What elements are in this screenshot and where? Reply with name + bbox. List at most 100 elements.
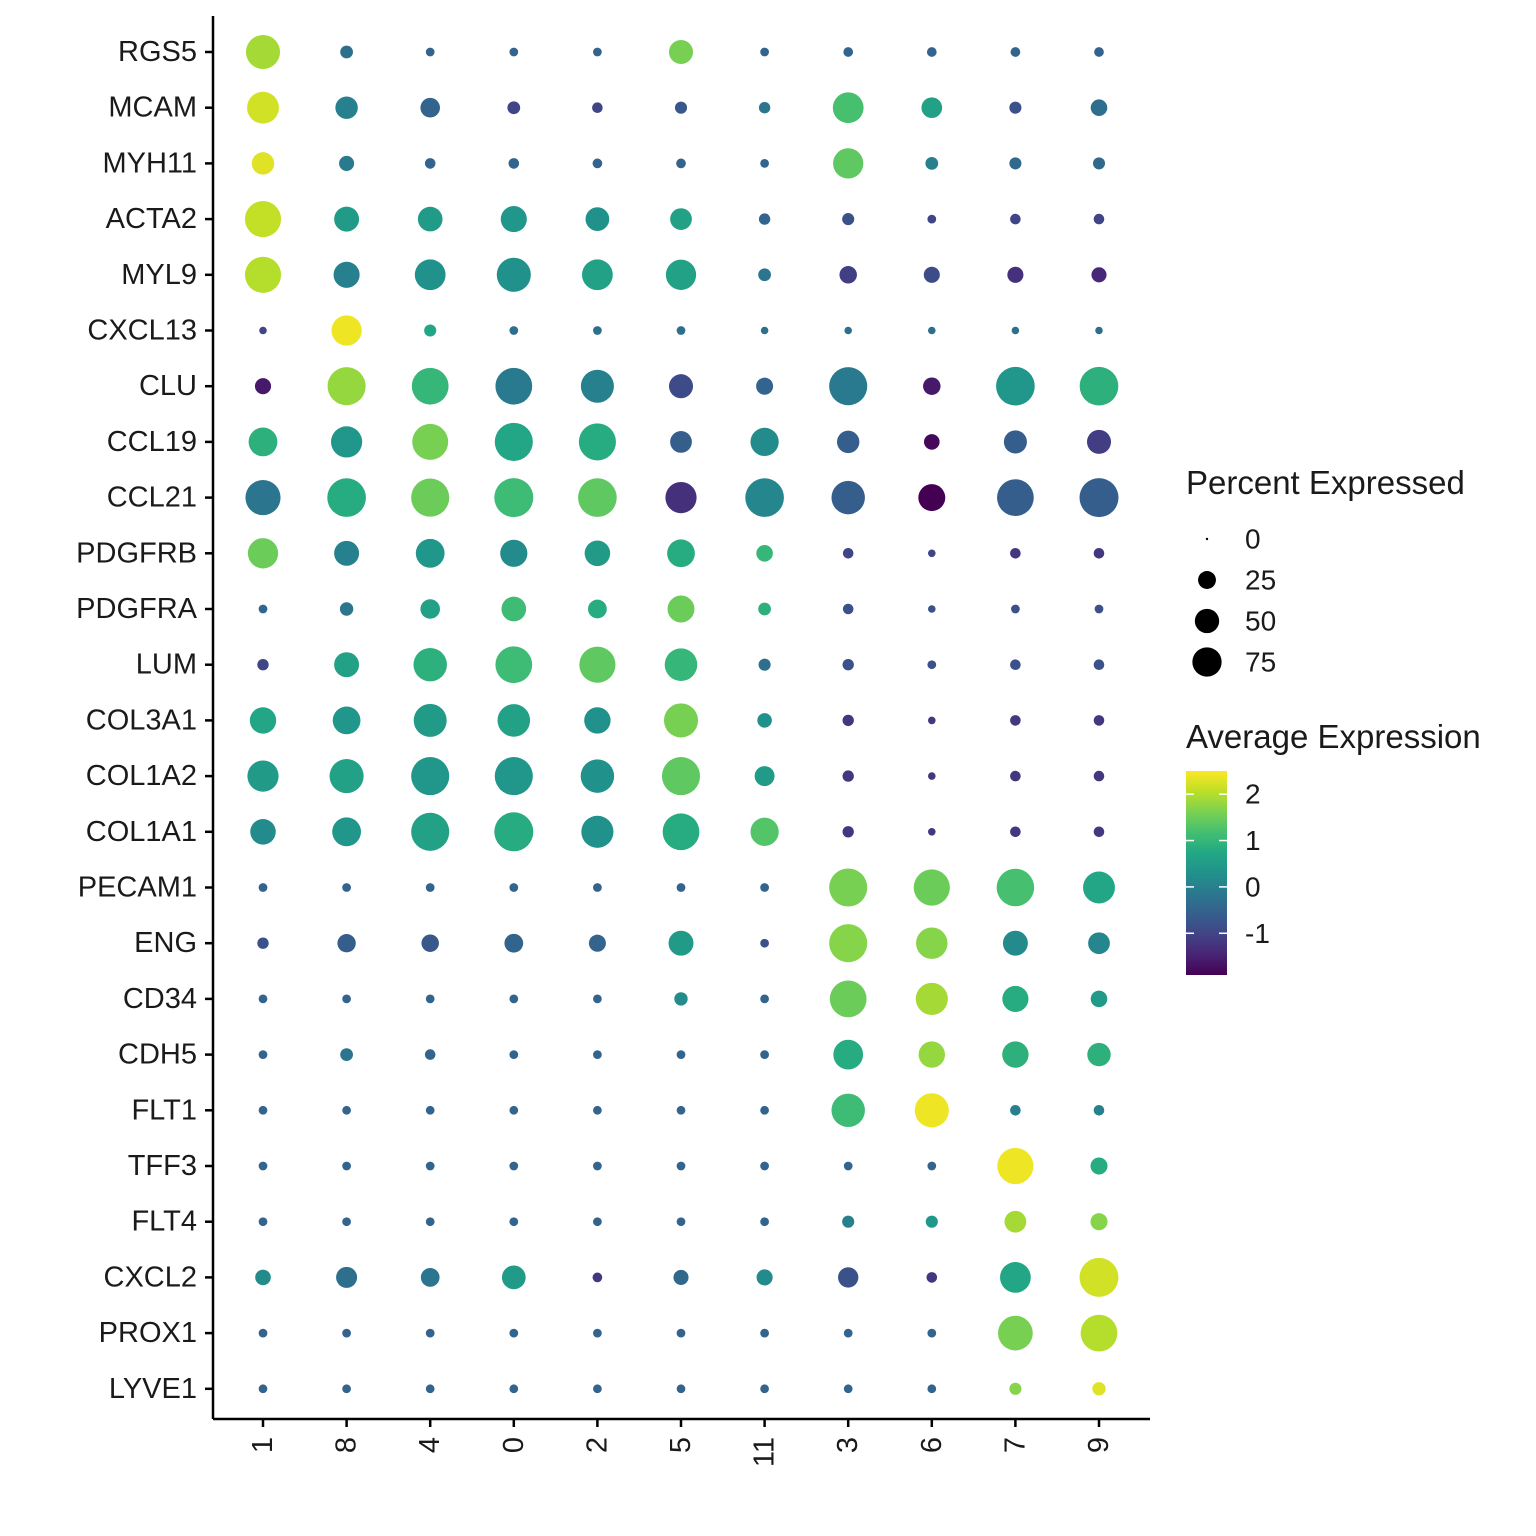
dot-marker bbox=[342, 1328, 351, 1338]
dot-marker bbox=[927, 1384, 937, 1394]
dot-marker bbox=[411, 812, 450, 851]
color-legend-label: 1 bbox=[1245, 825, 1261, 856]
size-legend-dot bbox=[1198, 571, 1216, 589]
dot-marker bbox=[925, 1215, 938, 1228]
dot-marker bbox=[676, 1105, 686, 1115]
dot-marker bbox=[585, 207, 610, 231]
dot-marker bbox=[258, 604, 268, 614]
dot-marker bbox=[1000, 1262, 1031, 1293]
dot-marker bbox=[593, 1050, 602, 1059]
y-tick-label: COL1A1 bbox=[86, 816, 197, 848]
dot-marker bbox=[829, 980, 867, 1018]
dot-marker bbox=[676, 1161, 686, 1171]
dot-marker bbox=[760, 1328, 769, 1338]
dot-marker bbox=[833, 148, 864, 179]
dot-marker bbox=[1002, 1041, 1029, 1068]
dot-marker bbox=[760, 938, 769, 948]
dot-marker bbox=[670, 431, 692, 453]
y-tick-label: COL1A2 bbox=[86, 760, 197, 792]
dot-marker bbox=[340, 1048, 353, 1061]
dot-marker bbox=[926, 1272, 938, 1283]
y-tick-label: CLU bbox=[139, 370, 197, 402]
dot-marker bbox=[1010, 715, 1021, 726]
dot-marker bbox=[760, 1105, 769, 1115]
dot-marker bbox=[495, 367, 533, 405]
dot-marker bbox=[339, 602, 354, 616]
dot-marker bbox=[1090, 1157, 1108, 1175]
x-tick-label: 9 bbox=[1083, 1437, 1115, 1453]
dot-marker bbox=[757, 713, 772, 728]
dot-marker bbox=[918, 1041, 945, 1068]
dot-marker bbox=[928, 326, 936, 335]
y-tick-label: CXCL2 bbox=[104, 1261, 198, 1293]
dot-marker bbox=[258, 994, 268, 1004]
dot-marker bbox=[663, 703, 699, 738]
dot-marker bbox=[760, 1161, 769, 1171]
dot-marker bbox=[247, 91, 279, 124]
dot-marker bbox=[509, 326, 519, 335]
dot-marker bbox=[831, 480, 865, 515]
dot-marker bbox=[593, 1161, 602, 1171]
dot-marker bbox=[676, 158, 686, 169]
dot-marker bbox=[1079, 366, 1119, 406]
dot-marker bbox=[923, 377, 941, 395]
dot-marker bbox=[578, 478, 617, 517]
dot-marker bbox=[249, 707, 277, 734]
dot-marker bbox=[509, 994, 519, 1004]
x-tick-label: 0 bbox=[498, 1437, 530, 1453]
dot-marker bbox=[928, 772, 936, 780]
dot-marker bbox=[760, 994, 769, 1004]
dot-marker bbox=[425, 47, 435, 57]
dot-marker bbox=[676, 883, 686, 892]
dot-marker bbox=[258, 1328, 268, 1338]
dot-marker bbox=[839, 266, 857, 284]
dot-marker bbox=[420, 599, 440, 619]
y-axis-ticks: RGS5 MCAM MYH11 ACTA2 MYL9 CXCL13 CLU CCL19 CCL2… bbox=[76, 36, 213, 1405]
dot-marker bbox=[335, 96, 358, 119]
dot-marker bbox=[843, 1384, 853, 1394]
dot-marker bbox=[754, 766, 775, 787]
y-tick-label: MYL9 bbox=[121, 259, 197, 291]
dot-marker bbox=[674, 992, 688, 1006]
dot-marker bbox=[593, 1217, 602, 1227]
color-legend-bar bbox=[1186, 771, 1227, 975]
dot-marker bbox=[494, 812, 534, 852]
dot-marker bbox=[668, 374, 694, 399]
dot-marker bbox=[829, 367, 868, 406]
dot-marker bbox=[494, 422, 533, 461]
dot-marker bbox=[844, 326, 852, 335]
dot-marker bbox=[1007, 266, 1024, 283]
dot-marker bbox=[918, 484, 946, 512]
dot-marker bbox=[578, 423, 616, 461]
dot-marker bbox=[843, 1161, 853, 1171]
dot-marker bbox=[1010, 659, 1021, 670]
dot-marker bbox=[924, 434, 940, 450]
dot-marker bbox=[668, 39, 694, 65]
y-tick-label: LYVE1 bbox=[109, 1373, 197, 1405]
dot-marker bbox=[760, 47, 769, 57]
dot-marker bbox=[838, 1267, 859, 1288]
dot-marker bbox=[424, 324, 437, 337]
dot-marker bbox=[254, 378, 272, 395]
dot-marker bbox=[593, 1328, 602, 1338]
dot-marker bbox=[758, 268, 771, 282]
dot-marker bbox=[500, 539, 528, 567]
dot-marker bbox=[334, 652, 360, 678]
dot-marker bbox=[258, 1105, 268, 1115]
dot-marker bbox=[342, 1105, 351, 1115]
dot-marker bbox=[760, 326, 769, 335]
dot-marker bbox=[1079, 478, 1119, 518]
dot-marker bbox=[342, 1161, 351, 1171]
size-legend-title: Percent Expressed bbox=[1186, 464, 1465, 501]
dot-marker bbox=[1009, 101, 1022, 114]
dot-marker bbox=[248, 427, 278, 457]
dot-marker bbox=[1093, 659, 1105, 670]
dot-marker bbox=[758, 102, 771, 114]
dot-marker bbox=[842, 659, 854, 671]
dot-marker bbox=[342, 1384, 351, 1394]
dot-marker bbox=[342, 1217, 351, 1227]
dot-marker bbox=[842, 603, 854, 615]
dot-marker bbox=[923, 266, 940, 283]
size-legend-items: 0 25 50 75 bbox=[1192, 524, 1276, 678]
dot-marker bbox=[333, 261, 360, 288]
